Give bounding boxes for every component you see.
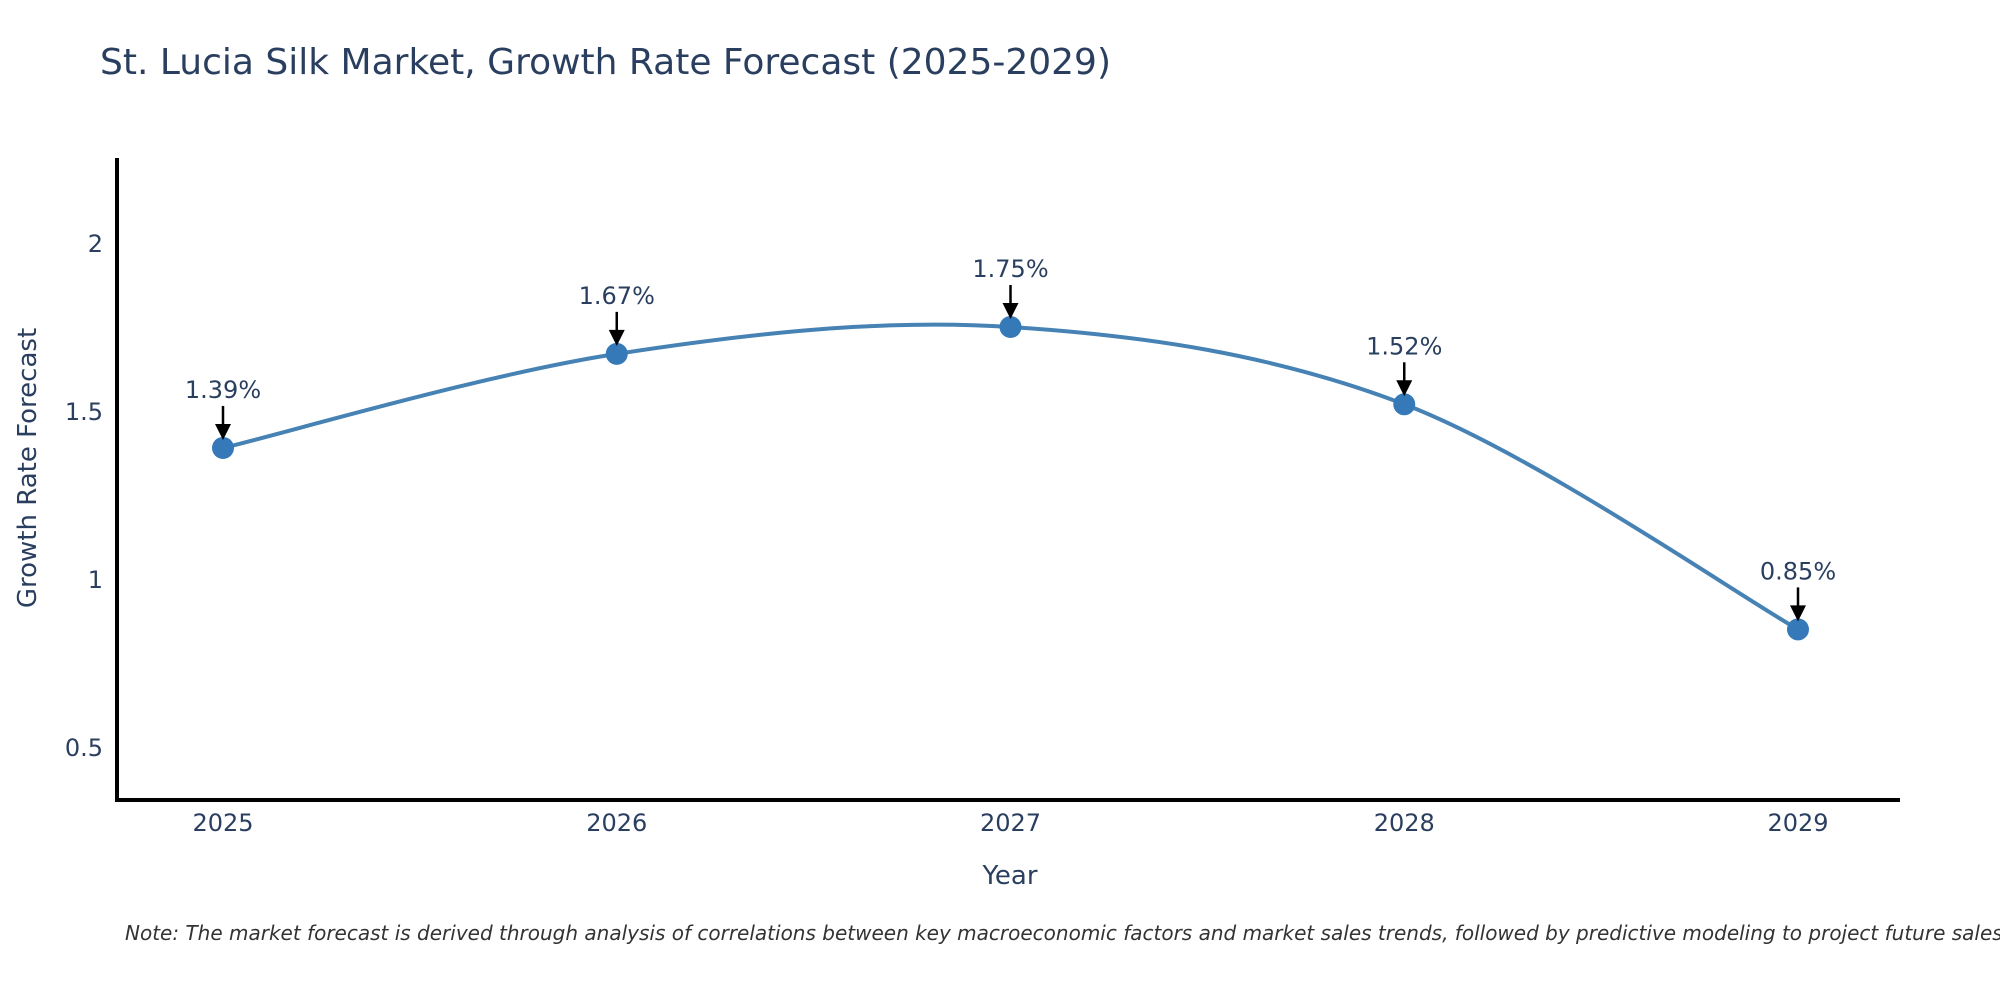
annotation-arrowhead-icon	[1790, 605, 1806, 622]
data-point-2029	[1787, 618, 1809, 641]
chart-title: St. Lucia Silk Market, Growth Rate Forec…	[100, 42, 1112, 83]
y-tick-label: 2	[88, 230, 103, 258]
x-tick-label: 2028	[1374, 809, 1435, 837]
data-point-2026	[605, 342, 628, 365]
data-point-2025	[212, 436, 234, 459]
annotation-arrowhead-icon	[608, 329, 625, 346]
data-point-label: 1.75%	[972, 255, 1048, 283]
y-tick-label: 0.5	[65, 734, 103, 762]
x-axis-label: Year	[982, 861, 1038, 891]
annotation-arrowhead-icon	[1002, 303, 1019, 319]
data-point-2027	[999, 316, 1022, 338]
forecast-line	[221, 322, 1800, 632]
annotation-arrowhead-icon	[215, 423, 231, 440]
data-point-label: 1.67%	[579, 282, 655, 310]
data-point-label: 1.39%	[185, 376, 261, 404]
x-tick-label: 2026	[586, 809, 647, 837]
y-tick-label: 1	[88, 566, 103, 594]
footnote: Note: The market forecast is derived thr…	[125, 921, 2000, 945]
data-point-label: 1.52%	[1366, 332, 1442, 360]
x-tick-label: 2029	[1767, 809, 1828, 837]
data-point-label: 0.85%	[1760, 557, 1836, 585]
data-point-2028	[1393, 393, 1416, 416]
annotation-arrowhead-icon	[1396, 380, 1413, 397]
y-tick-label: 1.5	[65, 398, 103, 426]
x-tick-label: 2025	[192, 809, 253, 837]
x-tick-label: 2027	[980, 809, 1041, 837]
